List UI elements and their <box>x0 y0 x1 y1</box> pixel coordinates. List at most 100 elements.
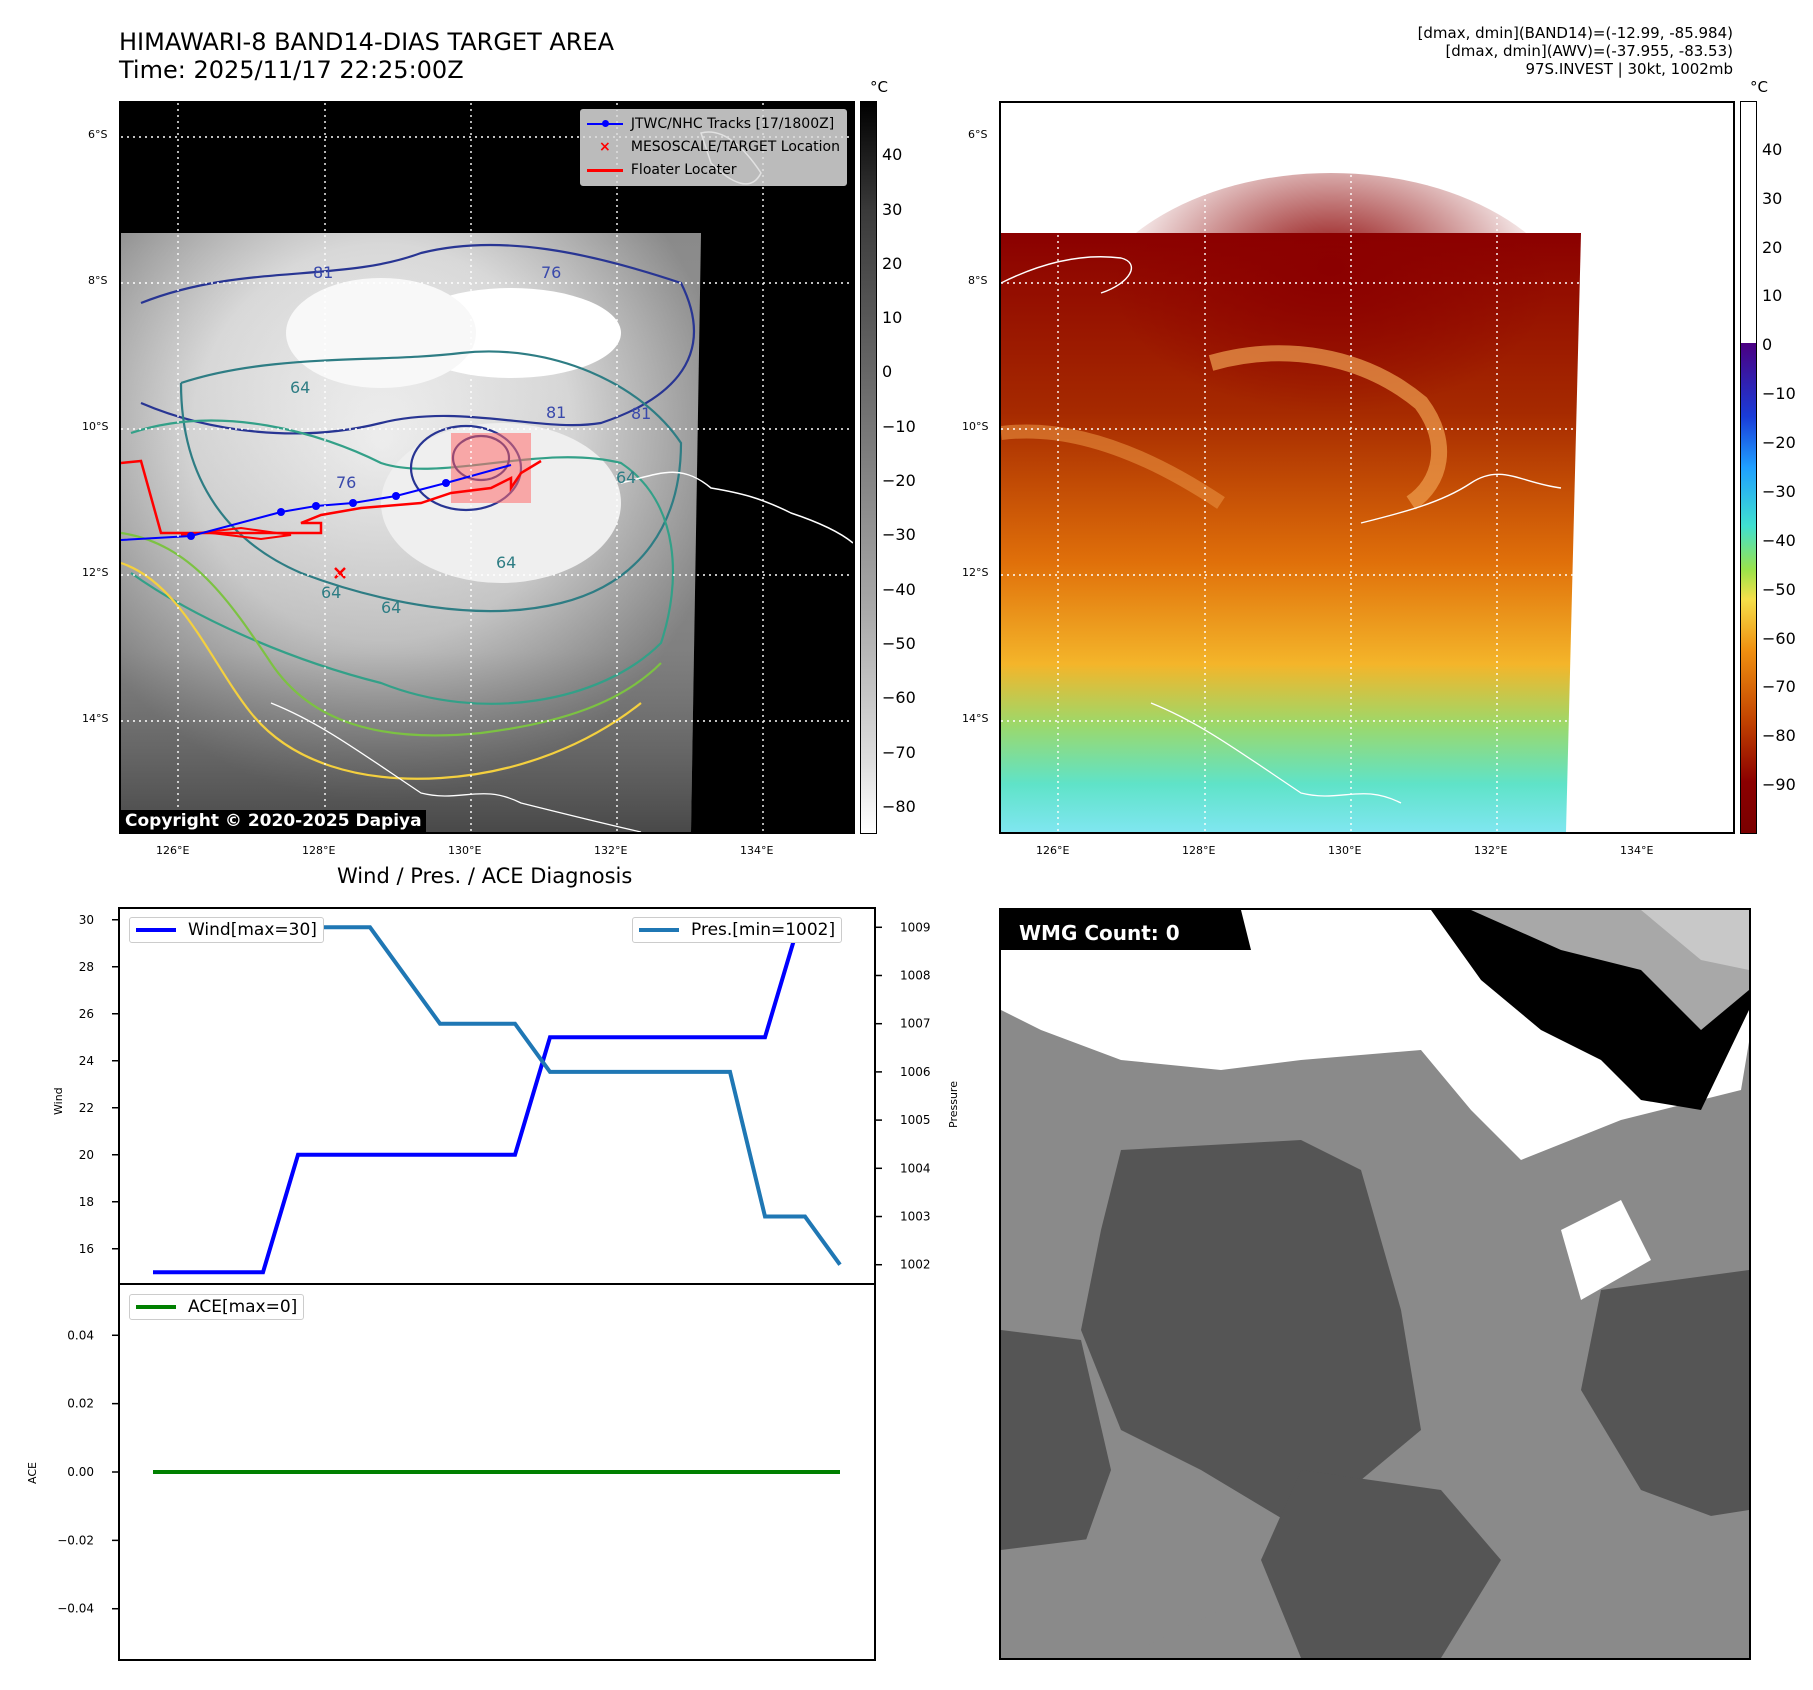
lon-label: 132°E <box>1474 844 1508 857</box>
lon-label: 134°E <box>740 844 774 857</box>
ir-map-panel: 76 81 64 76 64 64 64 81 64 81 JTWC/NHC T… <box>119 101 855 834</box>
target-marker <box>334 567 346 579</box>
legend-item-floater: Floater Locater <box>586 159 840 182</box>
colorbar-left <box>860 101 877 834</box>
colorbar-tick-label: −20 <box>882 471 916 491</box>
wind-legend: Wind[max=30] <box>129 917 324 943</box>
colorbar-tick-label: −50 <box>1762 579 1796 599</box>
ace-legend: ACE[max=0] <box>129 1294 305 1320</box>
wind-pressure-panel <box>118 907 876 1285</box>
colorbar-tick-label: −10 <box>882 416 916 436</box>
contour-label: 81 <box>546 403 566 422</box>
colorbar-tick-label: 40 <box>1762 139 1783 159</box>
colorbar-tick-label: −40 <box>1762 530 1796 550</box>
contour-label: 76 <box>541 263 561 282</box>
colorbar-tick-label: 30 <box>882 199 903 219</box>
lon-label: 132°E <box>594 844 628 857</box>
contour-label: 64 <box>496 553 516 572</box>
pressure-axis-label: Pressure <box>947 1081 960 1128</box>
lat-label: 12°S <box>962 566 989 579</box>
contour-label: 64 <box>616 468 636 487</box>
ace-axis-tick-label: 0.02 <box>67 1397 94 1411</box>
lat-label: 8°S <box>88 274 108 287</box>
lat-label: 6°S <box>968 128 988 141</box>
ace-axis-tick-label: 0.00 <box>67 1465 94 1479</box>
lon-label: 134°E <box>1620 844 1654 857</box>
lat-label: 14°S <box>82 712 109 725</box>
pressure-axis-tick-label: 1002 <box>900 1258 931 1272</box>
colorbar-tick-label: −80 <box>882 796 916 816</box>
wind-axis-tick-label: 26 <box>79 1007 94 1021</box>
ir-map-image: 76 81 64 76 64 64 64 81 64 81 <box>121 103 853 832</box>
pressure-axis-tick-label: 1006 <box>900 1065 931 1079</box>
diagnosis-title: Wind / Pres. / ACE Diagnosis <box>337 864 633 888</box>
colorbar-tick-label: −30 <box>882 525 916 545</box>
pressure-series-line <box>153 925 842 1266</box>
contour-label: 81 <box>631 404 651 423</box>
awv-map-panel <box>999 101 1735 834</box>
wind-axis-tick-label: 20 <box>79 1148 94 1162</box>
colorbar-tick-label: −50 <box>882 633 916 653</box>
pressure-axis-tick-label: 1009 <box>900 920 931 934</box>
colorbar-tick-label: −30 <box>1762 481 1796 501</box>
figure-title: HIMAWARI-8 BAND14-DIAS TARGET AREA Time:… <box>119 28 614 84</box>
colorbar-tick-label: 40 <box>882 145 903 165</box>
pressure-legend: Pres.[min=1002] <box>632 917 843 943</box>
wind-axis-label: Wind <box>52 1087 65 1115</box>
wmg-image <box>1001 910 1749 1658</box>
lon-label: 130°E <box>1328 844 1362 857</box>
colorbar-tick-label: 30 <box>1762 188 1783 208</box>
contour-label: 64 <box>381 598 401 617</box>
colorbar-tick-label: −80 <box>1762 726 1796 746</box>
contour-label: 64 <box>321 583 341 602</box>
pressure-axis-tick-label: 1003 <box>900 1210 931 1224</box>
colorbar-tick-label: 0 <box>1762 335 1773 355</box>
info-line-2: [dmax, dmin](AWV)=(-37.955, -83.53) <box>1445 42 1733 60</box>
contour-label: 81 <box>313 263 333 282</box>
colorbar-tick-label: −90 <box>1762 775 1796 795</box>
title-line-1: HIMAWARI-8 BAND14-DIAS TARGET AREA <box>119 28 615 56</box>
lat-label: 14°S <box>962 712 989 725</box>
lon-label: 126°E <box>156 844 190 857</box>
map-legend: JTWC/NHC Tracks [17/1800Z] × MESOSCALE/TA… <box>579 109 847 186</box>
lat-label: 10°S <box>82 420 109 433</box>
colorbar-tick-label: −70 <box>1762 677 1796 697</box>
lat-label: 10°S <box>962 420 989 433</box>
colorbar-tick-label: −70 <box>882 742 916 762</box>
colorbar-tick-label: −20 <box>1762 433 1796 453</box>
info-block: [dmax, dmin](BAND14)=(-12.99, -85.984) [… <box>1418 24 1733 78</box>
wind-axis-tick-label: 24 <box>79 1054 94 1068</box>
lat-label: 8°S <box>968 274 988 287</box>
colorbar-tick-label: 20 <box>882 253 903 273</box>
ace-axis-tick-label: −0.04 <box>57 1602 94 1616</box>
ace-axis-tick-label: −0.02 <box>57 1533 94 1547</box>
wind-axis-tick-label: 18 <box>79 1195 94 1209</box>
colorbar-right-unit: °C <box>1750 78 1768 96</box>
contour-label: 64 <box>290 378 310 397</box>
pressure-axis-tick-label: 1007 <box>900 1017 931 1031</box>
lon-label: 128°E <box>1182 844 1216 857</box>
info-line-1: [dmax, dmin](BAND14)=(-12.99, -85.984) <box>1417 24 1733 42</box>
colorbar-tick-label: −60 <box>1762 628 1796 648</box>
ace-axis-tick-label: 0.04 <box>67 1328 94 1342</box>
copyright-label: Copyright © 2020-2025 Dapiya <box>121 810 426 832</box>
legend-item-target: × MESOSCALE/TARGET Location <box>599 139 840 155</box>
lat-label: 12°S <box>82 566 109 579</box>
colorbar-tick-label: −40 <box>882 579 916 599</box>
wind-axis-tick-label: 22 <box>79 1101 94 1115</box>
pressure-axis-tick-label: 1008 <box>900 968 931 982</box>
ace-axis-label: ACE <box>26 1462 39 1484</box>
awv-map-image <box>1001 103 1733 832</box>
lon-label: 128°E <box>302 844 336 857</box>
ace-legend-swatch <box>136 1305 176 1309</box>
colorbar-tick-label: −60 <box>882 688 916 708</box>
title-line-2: Time: 2025/11/17 22:25:00Z <box>119 56 464 84</box>
wind-legend-swatch <box>136 928 176 932</box>
colorbar-tick-label: 10 <box>1762 286 1783 306</box>
colorbar-left-unit: °C <box>870 78 888 96</box>
colorbar-tick-label: −10 <box>1762 384 1796 404</box>
lon-label: 126°E <box>1036 844 1070 857</box>
legend-item-tracks: JTWC/NHC Tracks [17/1800Z] <box>586 113 840 136</box>
pressure-axis-tick-label: 1005 <box>900 1113 931 1127</box>
info-line-3: 97S.INVEST | 30kt, 1002mb <box>1525 60 1733 78</box>
